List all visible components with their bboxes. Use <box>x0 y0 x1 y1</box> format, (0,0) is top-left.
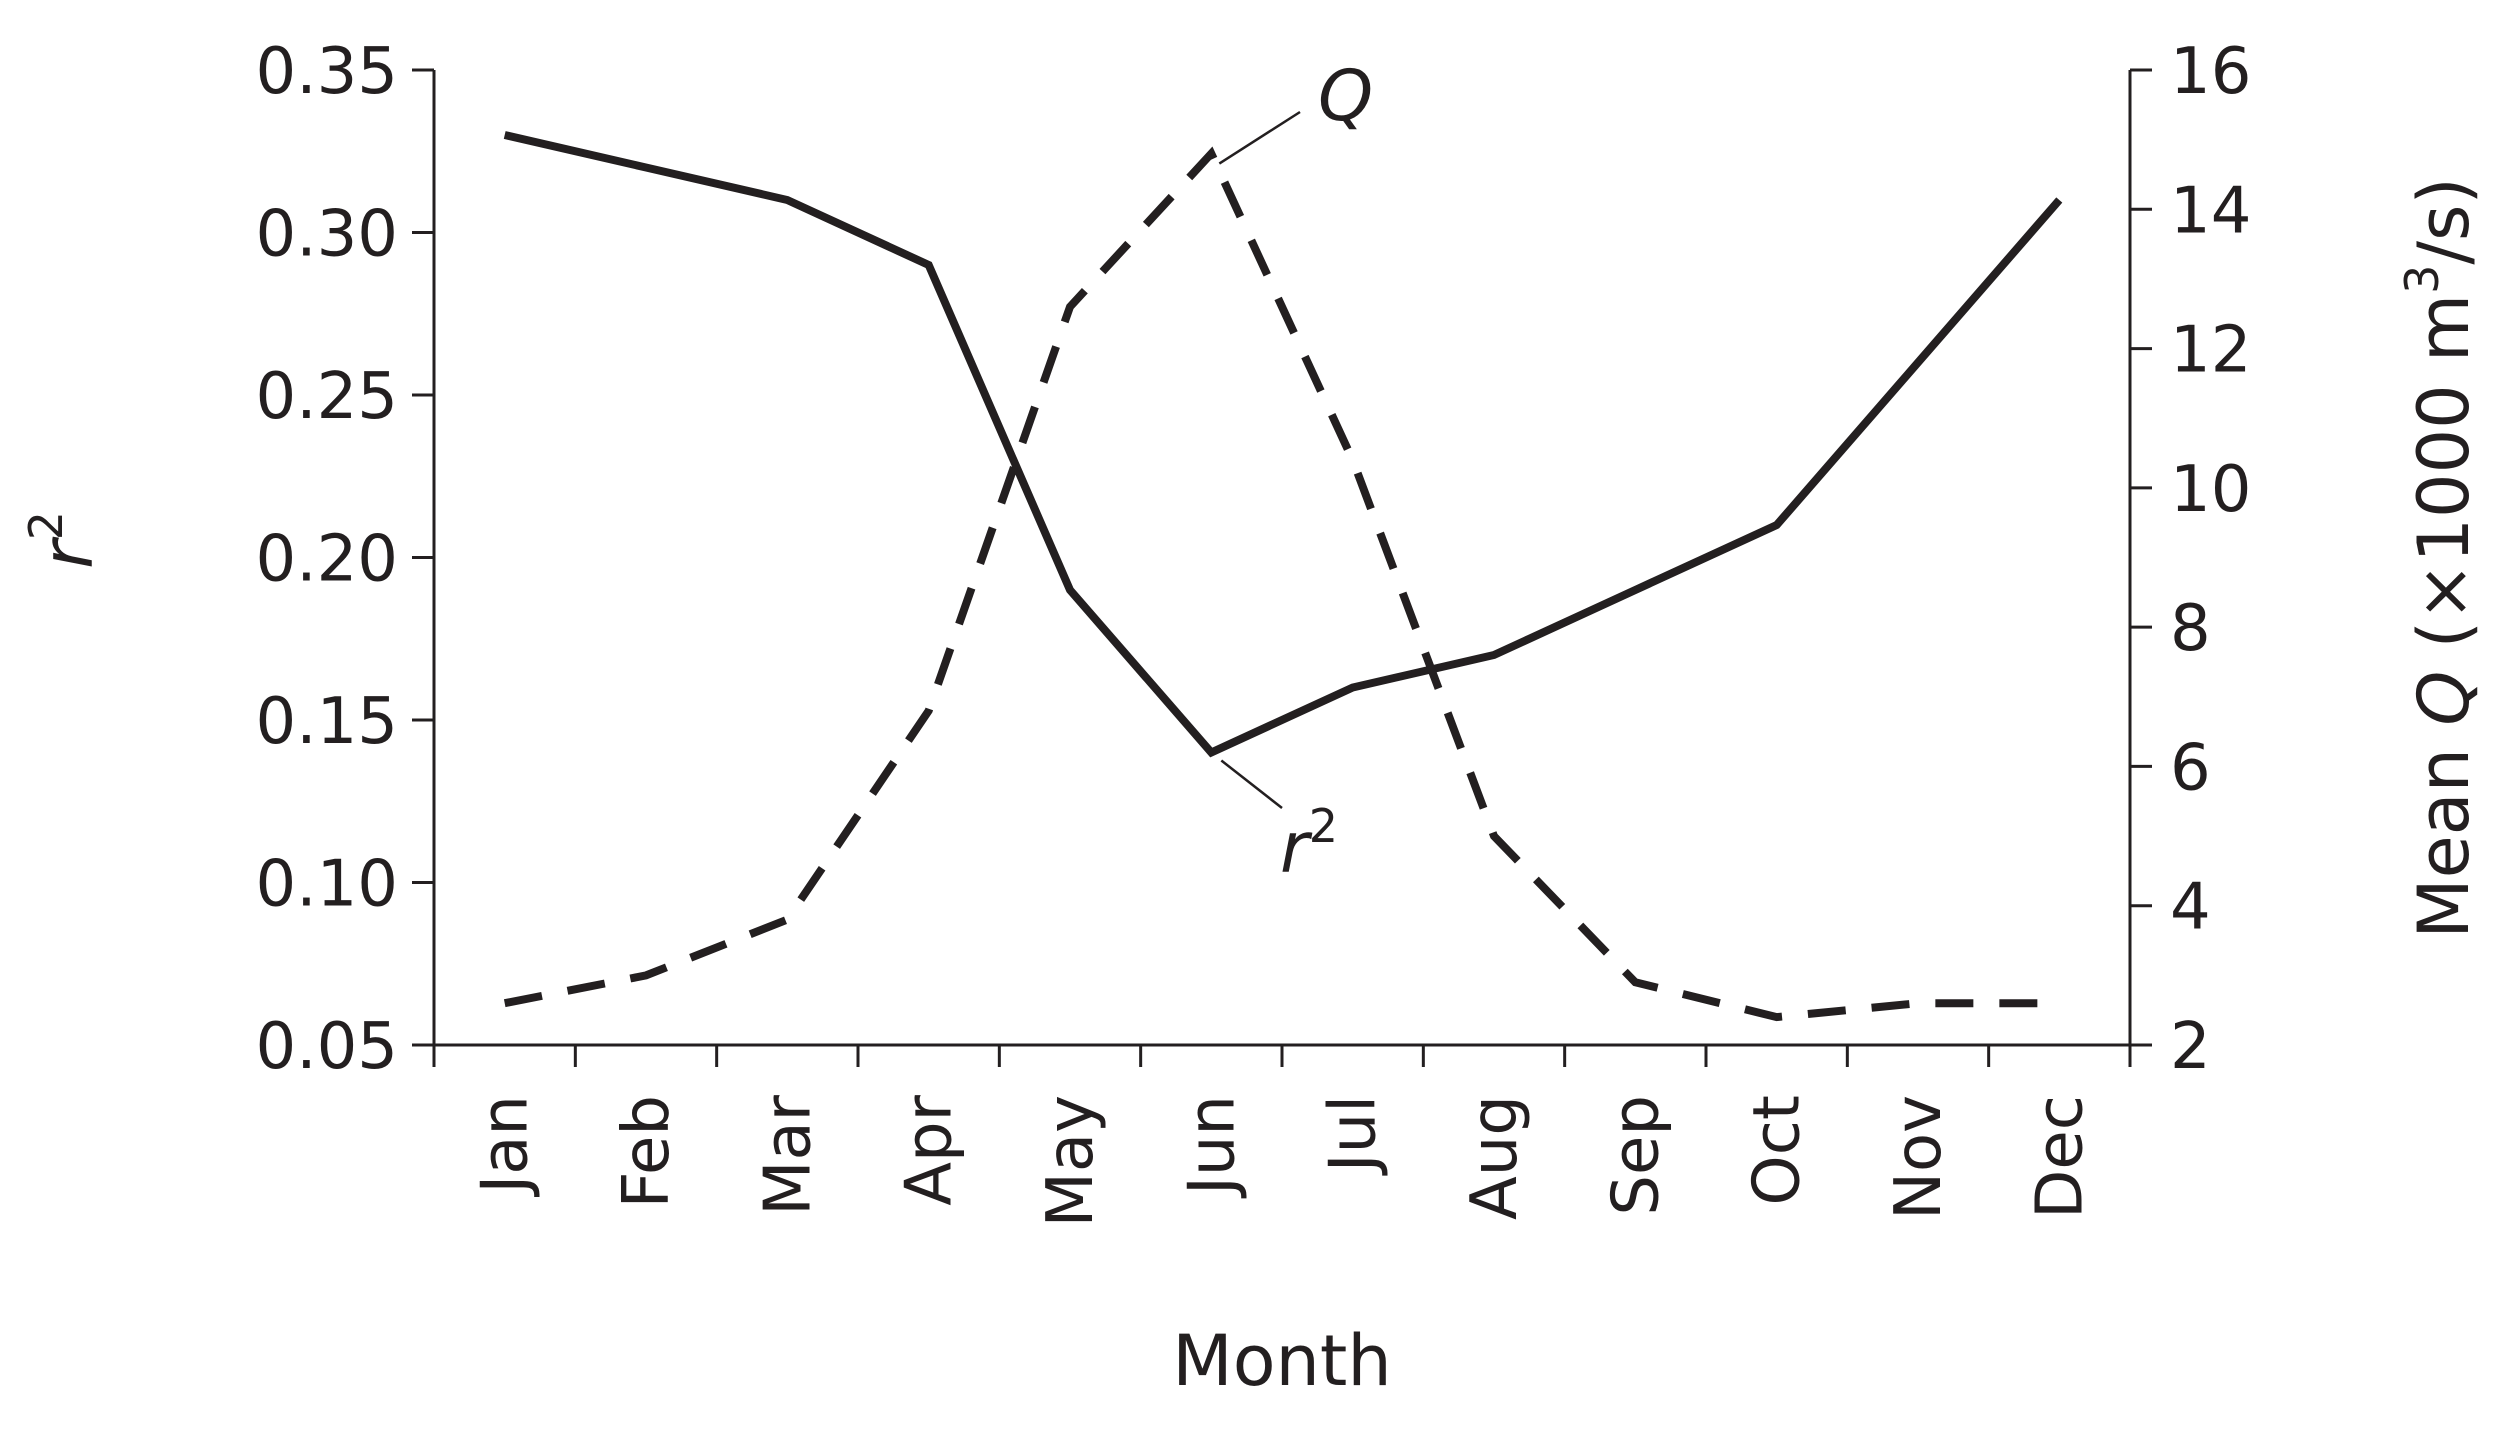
r2-label-leader <box>1221 761 1282 809</box>
right-y-tick-label: 2 <box>2170 1010 2211 1084</box>
right-y-tick-label: 6 <box>2170 731 2211 805</box>
left-y-tick-label: 0.20 <box>256 523 399 597</box>
right-y-axis-title-sup: 3 <box>2395 265 2449 294</box>
right-y-tick-label: 10 <box>2170 453 2251 527</box>
left-y-axis-title: r2 <box>19 511 109 569</box>
left-y-tick-label: 0.15 <box>256 685 399 759</box>
x-tick-label: May <box>1034 1095 1108 1227</box>
left-y-tick-label: 0.30 <box>256 198 399 272</box>
q-series-label: Q <box>1318 55 1373 137</box>
right-y-axis-title-pre: Mean <box>2403 726 2485 939</box>
x-tick-label: Sep <box>1599 1095 1673 1216</box>
left-y-tick-label: 0.05 <box>256 1010 399 1084</box>
right-y-tick-label: 16 <box>2170 35 2251 109</box>
x-tick-label: Jun <box>1175 1095 1249 1199</box>
left-y-tick-label: 0.10 <box>256 848 399 922</box>
x-tick-label: Aug <box>1458 1095 1532 1220</box>
x-tick-label: Jul <box>1317 1095 1391 1176</box>
x-tick-label: Feb <box>610 1095 684 1208</box>
x-tick-label: Oct <box>1741 1095 1815 1206</box>
x-tick-label: Dec <box>2023 1095 2097 1219</box>
right-y-axis-title-post: /s) <box>2403 177 2485 264</box>
r2-series-label-sup: 2 <box>1309 799 1338 853</box>
right-y-tick-label: 12 <box>2170 314 2251 388</box>
x-tick-label: Nov <box>1882 1095 1956 1220</box>
q-label-leader <box>1219 112 1300 164</box>
axes <box>434 70 2130 1045</box>
ticks: 0.05 0.10 0.15 0.20 0.25 0.30 0.35 2 4 6 8 10 12 14 16… <box>256 35 2252 1227</box>
r2-series-label: r2 <box>1280 799 1338 889</box>
right-y-axis-title-unit: (×1000 m <box>2403 294 2485 671</box>
x-tick-label: Jan <box>469 1095 543 1198</box>
right-y-tick-label: 8 <box>2170 592 2211 666</box>
x-axis-title: Month <box>1172 1320 1391 1402</box>
r2-series-line <box>505 135 2060 753</box>
left-y-tick-label: 0.35 <box>256 35 399 109</box>
right-y-axis-title: Mean Q (×1000 m3/s) <box>2395 177 2485 939</box>
right-y-tick-label: 14 <box>2170 174 2251 248</box>
q-series-label-text: Q <box>1318 55 1373 137</box>
left-y-axis-title-sup: 2 <box>19 511 73 540</box>
x-tick-label: Mar <box>751 1094 825 1215</box>
x-tick-label: Apr <box>893 1094 967 1205</box>
right-y-axis-title-italic: Q <box>2403 671 2485 726</box>
right-y-tick-label: 4 <box>2170 871 2211 945</box>
left-y-tick-label: 0.25 <box>256 360 399 434</box>
